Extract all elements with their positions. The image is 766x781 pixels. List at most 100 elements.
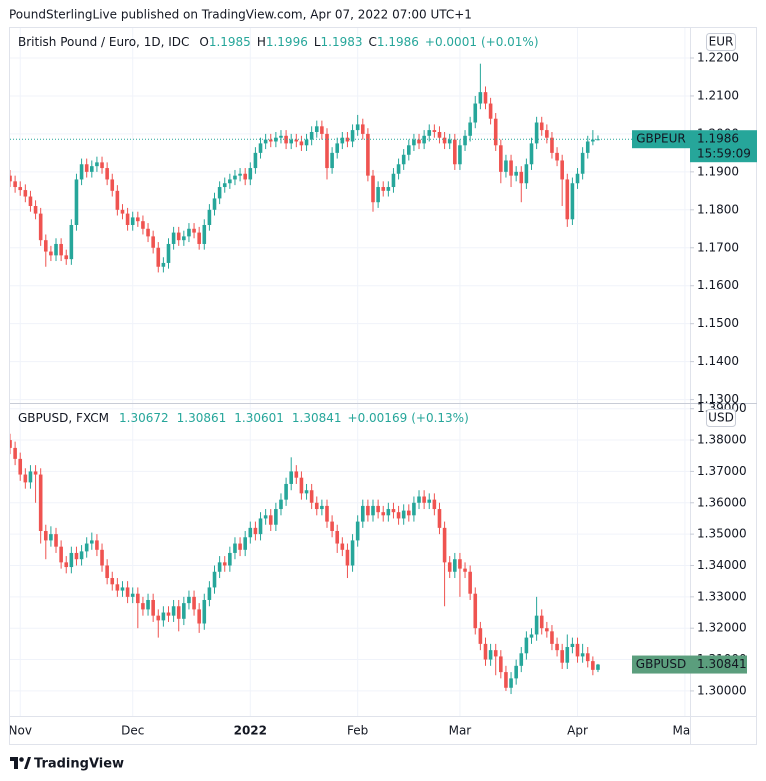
candle-body	[478, 628, 483, 644]
candle-body	[575, 173, 580, 184]
symbol-price-tag	[632, 130, 690, 149]
candle-body	[406, 510, 411, 516]
change-percent: (+0.01%)	[481, 35, 539, 49]
candle-body	[417, 139, 421, 144]
candle-body	[294, 139, 299, 142]
candle-body	[69, 552, 74, 568]
candle-body	[110, 578, 115, 585]
candle-body	[222, 183, 227, 188]
ohlc-value: 1.30841	[292, 411, 342, 425]
candle-body	[74, 552, 79, 560]
candle-body	[258, 143, 263, 153]
pane-gbpusd	[10, 404, 690, 716]
candle-body	[59, 243, 63, 256]
candle-body	[340, 137, 345, 144]
candle-body	[146, 599, 150, 610]
candle-body	[458, 145, 462, 165]
candle-body	[432, 130, 437, 132]
candle-body	[243, 537, 247, 550]
currency-box	[706, 409, 736, 427]
candle-body	[570, 643, 575, 648]
candle-body	[473, 103, 478, 123]
candle-body	[151, 236, 155, 248]
candle-body	[320, 505, 324, 510]
candle-body	[136, 217, 140, 222]
candle-body	[207, 209, 212, 225]
candle-body	[253, 527, 258, 535]
candle-body	[120, 587, 125, 591]
candle-body	[345, 137, 350, 142]
candle-body	[514, 665, 518, 679]
symbol-price-tag	[632, 655, 690, 674]
y-tick-label: 1.1900	[697, 164, 739, 178]
candle-body	[23, 474, 28, 483]
candle-body	[74, 179, 79, 225]
candle-body	[10, 440, 12, 448]
candle-body	[161, 612, 166, 621]
candle-body	[130, 593, 135, 597]
candle-body	[284, 483, 288, 500]
candles	[10, 433, 600, 695]
y-tick-label: 1.1700	[697, 240, 739, 254]
candle-body	[156, 615, 161, 621]
candle-body	[447, 139, 452, 144]
candle-body	[43, 530, 48, 541]
candle-body	[69, 224, 74, 260]
candle-body	[371, 175, 375, 203]
candle-body	[79, 164, 84, 180]
candle-body	[442, 137, 447, 144]
candle-body	[580, 152, 585, 174]
brand-name: TradingView	[34, 757, 124, 772]
candle-body	[54, 243, 58, 256]
candle-body	[499, 145, 503, 172]
candle-body	[401, 154, 406, 165]
ohlc-value: 1.1986	[377, 35, 419, 49]
candle-body	[171, 606, 176, 616]
candle-body	[299, 477, 304, 494]
candle-body	[437, 131, 442, 138]
candle-body	[381, 187, 386, 191]
ohlc-value: 1.1985	[209, 35, 251, 49]
candle-body	[391, 173, 396, 188]
candle-body	[447, 562, 452, 572]
candle-body	[580, 653, 585, 657]
change-value: +0.0001	[425, 35, 477, 49]
candle-body	[304, 490, 309, 494]
candle-body	[350, 130, 355, 142]
candle-body	[473, 593, 478, 629]
x-tick-label: Mar	[449, 724, 472, 738]
candle-body	[233, 543, 237, 553]
candle-body	[560, 650, 564, 663]
y-tick-label: 1.32000	[697, 621, 747, 635]
y-tick-label: 1.37000	[697, 464, 747, 478]
candle-body	[591, 139, 595, 142]
candle-body	[550, 137, 554, 153]
candle-body	[13, 447, 17, 459]
candle-body	[555, 643, 559, 651]
candle-body	[396, 512, 401, 519]
candle-body	[197, 609, 201, 624]
candle-body	[560, 160, 564, 180]
candle-body	[493, 650, 498, 657]
candle-body	[90, 166, 94, 172]
y-tick-label: 1.38000	[697, 433, 747, 447]
candle-body	[192, 228, 196, 233]
x-tick-label: Nov	[9, 724, 32, 738]
candle-body	[596, 664, 600, 670]
candle-body	[166, 612, 171, 616]
candle-body	[18, 458, 23, 475]
candle-body	[176, 232, 181, 241]
candle-body	[202, 599, 207, 624]
candle-body	[176, 606, 181, 619]
candle-body	[141, 603, 145, 610]
candle-body	[509, 678, 513, 688]
candle-body	[386, 509, 391, 516]
candle-body	[539, 122, 544, 131]
candle-body	[23, 190, 28, 197]
time-axis: Nov Dec 2022 Feb Mar Apr May	[9, 724, 690, 738]
candle-body	[534, 122, 539, 144]
candle-body	[95, 162, 99, 167]
candle-body	[64, 255, 69, 260]
candle-body	[130, 217, 135, 225]
candle-body	[483, 643, 488, 660]
